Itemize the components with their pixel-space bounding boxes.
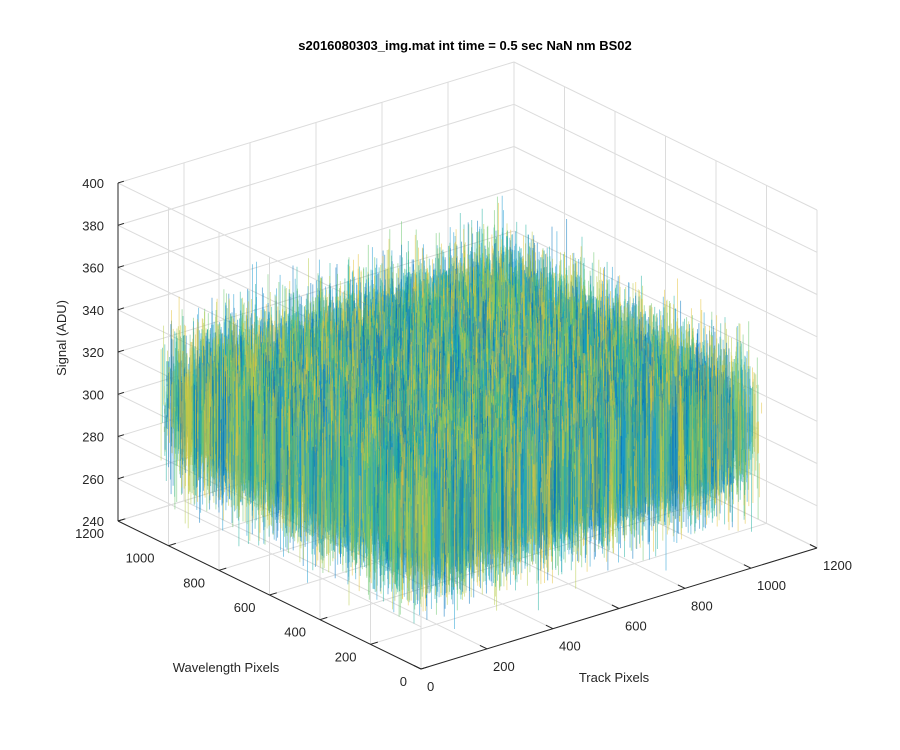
surface-strip bbox=[179, 325, 184, 488]
surface-strip bbox=[225, 396, 231, 479]
surface-strip bbox=[290, 419, 294, 539]
grid-line-side-z bbox=[117, 478, 422, 628]
surface bbox=[160, 195, 763, 629]
surface-strip bbox=[286, 445, 291, 533]
surface-strip bbox=[271, 397, 277, 505]
chart-title: s2016080303_img.mat int time = 0.5 sec N… bbox=[298, 38, 632, 53]
surface-strip bbox=[232, 381, 236, 512]
surface-strip bbox=[267, 391, 273, 527]
surface-strip bbox=[229, 360, 233, 496]
grid-line-right-z bbox=[513, 146, 818, 295]
surface-strip bbox=[174, 332, 179, 460]
surface-strip bbox=[293, 426, 299, 532]
surface-strip bbox=[316, 429, 321, 522]
surface-strip bbox=[250, 424, 253, 493]
surface-strip bbox=[249, 389, 255, 504]
surface-strip bbox=[171, 370, 176, 459]
surface-strip bbox=[236, 381, 242, 547]
surface-strip bbox=[235, 392, 241, 497]
surface-strip bbox=[295, 420, 301, 502]
grid-line-right-z bbox=[513, 61, 818, 211]
surface-strip bbox=[170, 324, 174, 480]
surface-strip bbox=[312, 400, 317, 549]
grid-line-right-z bbox=[513, 103, 818, 253]
surface-strip bbox=[203, 376, 208, 498]
grid-line-back-z bbox=[117, 61, 515, 184]
surface-strip bbox=[246, 372, 251, 544]
surface-strip bbox=[297, 389, 302, 537]
surface-strip bbox=[266, 400, 272, 511]
grid-line-right-z bbox=[513, 188, 818, 338]
surface-strip bbox=[217, 346, 220, 513]
surface-strip bbox=[220, 371, 226, 506]
surface-strip bbox=[209, 382, 215, 496]
surface-strip bbox=[198, 360, 202, 478]
grid-line-back-z bbox=[117, 103, 515, 226]
surface-strip bbox=[194, 350, 200, 488]
grid-line-floor-y bbox=[370, 522, 767, 645]
surface-strip bbox=[162, 344, 169, 481]
surface-strip bbox=[257, 413, 261, 533]
surface-strip bbox=[301, 411, 305, 559]
surface-strip bbox=[160, 325, 166, 461]
grid-line-back-z bbox=[117, 188, 515, 311]
grid-line-back-z bbox=[117, 146, 515, 268]
surface-strip bbox=[235, 389, 238, 485]
surface-strip bbox=[280, 447, 285, 529]
